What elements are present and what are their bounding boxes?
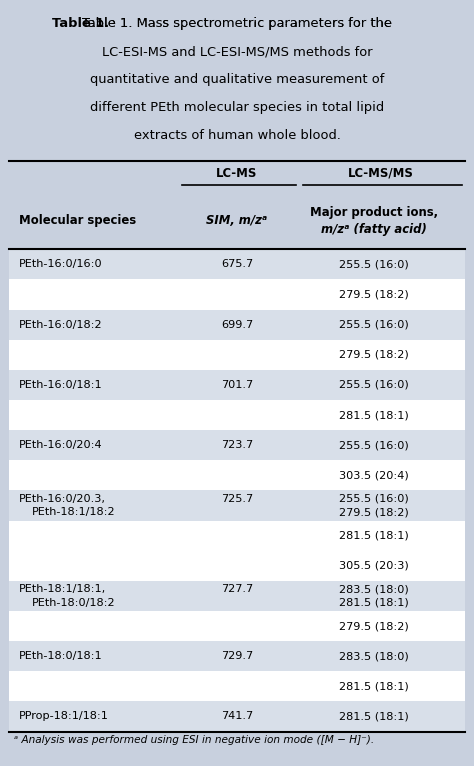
Text: PEth-16:0/20:4: PEth-16:0/20:4 — [18, 440, 102, 450]
Text: Table 1. Mass spectrometric parameters for the: Table 1. Mass spectrometric parameters f… — [82, 18, 392, 31]
Text: 281.5 (18:1): 281.5 (18:1) — [338, 597, 409, 607]
Text: 279.5 (18:2): 279.5 (18:2) — [338, 290, 409, 300]
Bar — [9, 370, 465, 400]
Text: PEth-16:0/16:0: PEth-16:0/16:0 — [18, 260, 102, 270]
Text: 281.5 (18:1): 281.5 (18:1) — [338, 410, 409, 420]
Text: ᵃ Analysis was performed using ESI in negative ion mode ([M − H]⁻).: ᵃ Analysis was performed using ESI in ne… — [14, 735, 374, 745]
Text: PEth-16:0/18:1: PEth-16:0/18:1 — [18, 380, 102, 390]
Bar — [9, 490, 465, 521]
Text: Table 1. Mass spectrometric parameters for the: Table 1. Mass spectrometric parameters f… — [63, 18, 411, 31]
Bar — [9, 280, 465, 309]
Text: 255.5 (16:0): 255.5 (16:0) — [338, 380, 409, 390]
Text: LC-ESI-MS and LC-ESI-MS/MS methods for: LC-ESI-MS and LC-ESI-MS/MS methods for — [102, 45, 372, 58]
Text: 725.7: 725.7 — [221, 494, 253, 504]
Text: m/zᵃ (fatty acid): m/zᵃ (fatty acid) — [320, 224, 427, 237]
Bar — [9, 309, 465, 340]
Text: 303.5 (20:4): 303.5 (20:4) — [338, 470, 409, 480]
Bar — [9, 340, 465, 370]
Text: 279.5 (18:2): 279.5 (18:2) — [338, 507, 409, 517]
Text: Molecular species: Molecular species — [18, 214, 136, 228]
Text: different PEth molecular species in total lipid: different PEth molecular species in tota… — [90, 101, 384, 114]
Text: 729.7: 729.7 — [221, 651, 253, 661]
Bar — [9, 581, 465, 611]
Text: 281.5 (18:1): 281.5 (18:1) — [338, 531, 409, 541]
Text: 675.7: 675.7 — [221, 260, 253, 270]
Bar — [9, 430, 465, 460]
Text: PEth-18:1/18:1,: PEth-18:1/18:1, — [18, 584, 106, 594]
Text: 283.5 (18:0): 283.5 (18:0) — [338, 584, 409, 594]
Bar — [9, 611, 465, 641]
Text: Major product ions,: Major product ions, — [310, 206, 438, 219]
Text: PEth-18:1/18:2: PEth-18:1/18:2 — [32, 507, 116, 517]
Text: quantitative and qualitative measurement of: quantitative and qualitative measurement… — [90, 74, 384, 87]
Bar — [9, 551, 465, 581]
Bar — [9, 400, 465, 430]
Text: Table 1.: Table 1. — [52, 18, 109, 31]
Text: 723.7: 723.7 — [221, 440, 253, 450]
Text: LC-MS: LC-MS — [216, 167, 258, 180]
Text: 741.7: 741.7 — [221, 712, 253, 722]
Text: 279.5 (18:2): 279.5 (18:2) — [338, 621, 409, 631]
Text: 255.5 (16:0): 255.5 (16:0) — [338, 494, 409, 504]
Text: PProp-18:1/18:1: PProp-18:1/18:1 — [18, 712, 109, 722]
Text: 727.7: 727.7 — [221, 584, 253, 594]
Text: PEth-16:0/20.3,: PEth-16:0/20.3, — [18, 494, 106, 504]
Text: 699.7: 699.7 — [221, 319, 253, 329]
Bar — [9, 702, 465, 732]
Text: LC-MS/MS: LC-MS/MS — [347, 167, 413, 180]
Bar — [9, 460, 465, 490]
Text: extracts of human whole blood.: extracts of human whole blood. — [134, 129, 340, 142]
Bar — [9, 671, 465, 702]
Text: 255.5 (16:0): 255.5 (16:0) — [338, 440, 409, 450]
Text: Table 1. Mass spectrometric parameters for the: Table 1. Mass spectrometric parameters f… — [82, 18, 392, 31]
Text: PEth-18:0/18:1: PEth-18:0/18:1 — [18, 651, 102, 661]
Text: 701.7: 701.7 — [221, 380, 253, 390]
Bar — [9, 521, 465, 551]
Bar — [9, 641, 465, 671]
Text: PEth-18:0/18:2: PEth-18:0/18:2 — [32, 597, 116, 607]
Text: 281.5 (18:1): 281.5 (18:1) — [338, 681, 409, 692]
Bar — [9, 249, 465, 280]
Text: SIM, m/zᵃ: SIM, m/zᵃ — [206, 214, 268, 228]
Text: 281.5 (18:1): 281.5 (18:1) — [338, 712, 409, 722]
Text: PEth-16:0/18:2: PEth-16:0/18:2 — [18, 319, 102, 329]
Text: 255.5 (16:0): 255.5 (16:0) — [338, 260, 409, 270]
Text: 305.5 (20:3): 305.5 (20:3) — [338, 561, 409, 571]
Text: 283.5 (18:0): 283.5 (18:0) — [338, 651, 409, 661]
Text: 255.5 (16:0): 255.5 (16:0) — [338, 319, 409, 329]
Text: 279.5 (18:2): 279.5 (18:2) — [338, 350, 409, 360]
